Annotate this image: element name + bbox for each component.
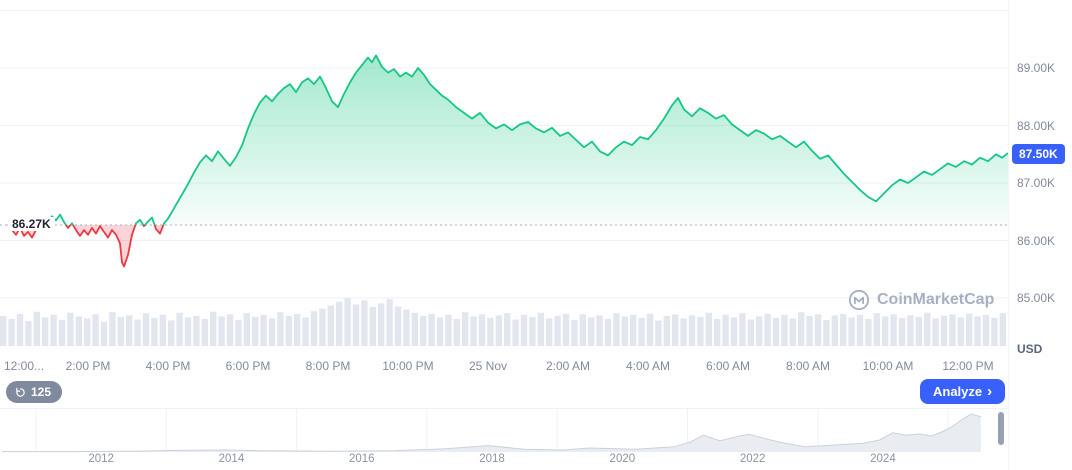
y-axis-label: 88.00K — [1017, 118, 1056, 133]
analyze-label: Analyze — [933, 384, 983, 399]
y-axis: 87.50K USD 89.00K 88.00K 87.00K 86.00K 85.00… — [1008, 0, 1072, 470]
minimap-year-label: 2018 — [479, 453, 505, 465]
x-axis-label: 12:00... — [4, 359, 45, 373]
minimap-range-selector[interactable]: 2012 2014 2016 2018 2020 2022 2024 — [0, 408, 1008, 470]
x-axis-label: 8:00 PM — [305, 359, 351, 373]
x-axis-label: 10:00 PM — [382, 359, 434, 373]
x-axis-label: 4:00 PM — [145, 359, 191, 373]
x-axis-label: 2:00 PM — [65, 359, 111, 373]
y-axis-label: 86.00K — [1017, 233, 1056, 248]
minimap-year-label: 2024 — [870, 453, 896, 465]
x-axis-label: 2:00 AM — [545, 359, 591, 373]
x-axis-label: 10:00 AM — [862, 359, 914, 373]
history-icon — [15, 387, 26, 398]
minimap-handle[interactable] — [998, 412, 1004, 445]
history-button[interactable]: 125 — [6, 381, 63, 403]
analyze-button[interactable]: Analyze › — [920, 379, 1006, 404]
y-axis-label: 85.00K — [1017, 291, 1056, 305]
minimap-year-label: 2012 — [88, 453, 114, 465]
watermark: CoinMarketCap — [848, 289, 994, 311]
minimap-year-label: 2014 — [218, 453, 245, 465]
minimap-year-labels: 2012 2014 2016 2018 2020 2022 2024 — [0, 453, 1008, 469]
minimap-year-label: 2016 — [348, 453, 375, 465]
x-axis-label: 6:00 PM — [225, 359, 271, 373]
history-count: 125 — [31, 385, 52, 399]
y-axis-label: 89.00K — [1017, 61, 1056, 75]
x-axis: 12:00... 2:00 PM 4:00 PM 6:00 PM 8:00 PM 10:0… — [0, 359, 1008, 375]
x-axis-label: 8:00 AM — [785, 359, 831, 373]
y-axis-label: 87.00K — [1017, 176, 1056, 190]
minimap-year-label: 2020 — [609, 453, 636, 465]
minimap-year-label: 2022 — [739, 453, 766, 465]
minimap-chart[interactable] — [0, 409, 1008, 453]
chevron-right-icon: › — [987, 382, 993, 400]
watermark-text: CoinMarketCap — [877, 291, 995, 308]
x-axis-label: 25 Nov — [468, 359, 508, 373]
x-axis-label: 6:00 AM — [705, 359, 751, 373]
x-axis-label: 12:00 PM — [942, 359, 994, 373]
usd-label: USD — [1017, 342, 1043, 356]
x-axis-label: 4:00 AM — [625, 359, 671, 373]
coinmarketcap-logo-icon — [848, 289, 870, 311]
main-price-chart[interactable] — [0, 0, 1008, 352]
open-price-label: 86.27K — [8, 217, 55, 231]
current-price-badge: 87.50K — [1012, 144, 1065, 164]
